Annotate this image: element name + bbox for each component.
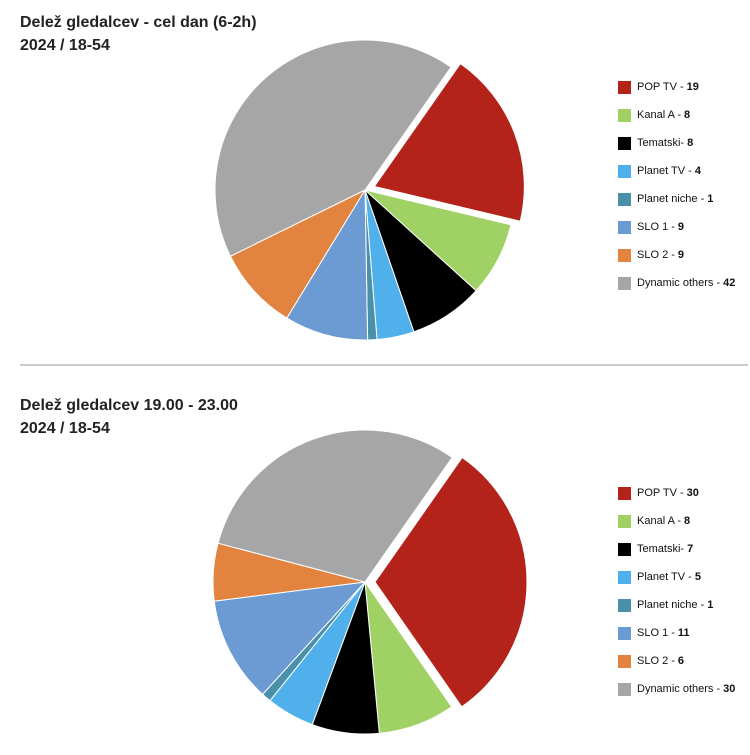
legend-value: 8	[687, 137, 693, 149]
legend-swatch	[618, 137, 631, 150]
pie-slice	[217, 429, 453, 583]
legend-entry: Planet niche -1	[637, 193, 713, 205]
legend-value: 8	[684, 109, 690, 121]
legend-swatch	[618, 165, 631, 178]
legend-value: 9	[678, 221, 684, 233]
legend-value: 5	[695, 571, 701, 583]
legend-swatch	[618, 627, 631, 640]
legend-swatch	[618, 515, 631, 528]
legend-swatch	[618, 487, 631, 500]
legend-entry: Tematski- 7	[637, 543, 693, 555]
legend-value: 30	[723, 683, 735, 695]
legend-label: Planet TV -	[637, 165, 692, 177]
legend-label: Kanal A -	[637, 109, 681, 121]
legend-entry: SLO 1 -11	[637, 627, 690, 639]
legend-value: 7	[687, 543, 693, 555]
legend-label: POP TV -	[637, 487, 684, 499]
legend-label: POP TV -	[637, 81, 684, 93]
legend-entry: SLO 1 -9	[637, 221, 684, 233]
legend-entry: POP TV -19	[637, 81, 699, 93]
legend-entry: Planet TV -5	[637, 571, 701, 583]
legend-label: SLO 2 -	[637, 655, 675, 667]
legend-label: Tematski-	[637, 137, 684, 149]
legend-swatch	[618, 543, 631, 556]
legend-value: 19	[687, 81, 699, 93]
legend-entry: Planet TV -4	[637, 165, 702, 177]
legend-entry: Dynamic others -30	[637, 683, 735, 695]
legend-swatch	[618, 109, 631, 122]
legend-value: 30	[687, 487, 699, 499]
legend-value: 11	[678, 627, 690, 639]
legend-label: SLO 2 -	[637, 249, 675, 261]
pie-slice	[374, 456, 528, 708]
legend-swatch	[618, 571, 631, 584]
legend-entry: SLO 2 -9	[637, 249, 684, 261]
legend-label: SLO 1 -	[637, 221, 675, 233]
legend-value: 4	[695, 165, 702, 177]
legend-value: 8	[684, 515, 690, 527]
legend-label: Dynamic others -	[637, 277, 720, 289]
legend-label: Planet TV -	[637, 571, 692, 583]
legend-label: Kanal A -	[637, 515, 681, 527]
pie-slice	[214, 39, 452, 257]
legend-value: 42	[723, 277, 735, 289]
legend-swatch	[618, 683, 631, 696]
pie-slice	[373, 62, 525, 222]
legend-swatch	[618, 655, 631, 668]
legend-label: Planet niche -	[637, 193, 705, 205]
pie-slice	[229, 188, 367, 319]
legend-swatch	[618, 193, 631, 206]
chart-subtitle: 2024 / 18-54	[20, 37, 110, 54]
chart-title: Delež gledalcev 19.00 - 23.00	[20, 397, 238, 414]
legend-swatch	[618, 249, 631, 262]
legend-label: SLO 1 -	[637, 627, 675, 639]
legend-entry: Dynamic others -42	[637, 277, 735, 289]
legend-entry: POP TV -30	[637, 487, 699, 499]
legend-swatch	[618, 221, 631, 234]
chart-subtitle: 2024 / 18-54	[20, 420, 110, 437]
legend-value: 1	[707, 193, 713, 205]
legend-value: 6	[678, 655, 684, 667]
legend-entry: Planet niche -1	[637, 599, 713, 611]
pie-slice	[286, 188, 369, 341]
pie-slice	[213, 581, 367, 696]
chart-title: Delež gledalcev - cel dan (6-2h)	[20, 14, 257, 31]
legend-label: Tematski-	[637, 543, 684, 555]
legend-value: 1	[707, 599, 713, 611]
legend-entry: Tematski- 8	[637, 137, 693, 149]
legend-label: Planet niche -	[637, 599, 705, 611]
legend-entry: SLO 2 -6	[637, 655, 684, 667]
legend-swatch	[618, 277, 631, 290]
legend-entry: Kanal A -8	[637, 109, 690, 121]
legend-entry: Kanal A -8	[637, 515, 690, 527]
legend-swatch	[618, 81, 631, 94]
legend-value: 9	[678, 249, 684, 261]
legend-swatch	[618, 599, 631, 612]
legend-label: Dynamic others -	[637, 683, 720, 695]
